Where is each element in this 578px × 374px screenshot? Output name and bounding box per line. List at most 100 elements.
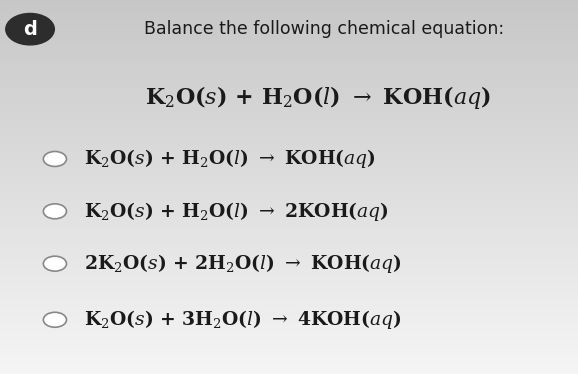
Bar — [0, 333, 578, 334]
Bar — [0, 295, 578, 297]
Bar — [0, 100, 578, 101]
Bar — [0, 237, 578, 238]
Bar — [0, 223, 578, 224]
Bar — [0, 126, 578, 127]
Bar — [0, 255, 578, 257]
Bar — [0, 169, 578, 171]
Bar — [0, 120, 578, 121]
Bar — [0, 264, 578, 266]
Bar — [0, 122, 578, 123]
Bar — [0, 37, 578, 39]
Bar — [0, 280, 578, 282]
Bar — [0, 165, 578, 166]
Bar — [0, 294, 578, 295]
Bar — [0, 367, 578, 368]
Bar — [0, 71, 578, 72]
Bar — [0, 10, 578, 11]
Bar — [0, 317, 578, 318]
Bar — [0, 154, 578, 156]
Bar — [0, 249, 578, 251]
Bar — [0, 329, 578, 330]
Bar — [0, 110, 578, 111]
Bar — [0, 40, 578, 41]
Bar — [0, 266, 578, 267]
Bar — [0, 198, 578, 199]
Bar — [0, 21, 578, 22]
Bar — [0, 190, 578, 191]
Bar — [0, 68, 578, 70]
Bar — [0, 232, 578, 233]
Bar — [0, 91, 578, 92]
Bar — [0, 125, 578, 126]
Bar — [0, 81, 578, 82]
Bar — [0, 289, 578, 291]
Bar — [0, 364, 578, 365]
Bar — [0, 171, 578, 172]
Bar — [0, 74, 578, 75]
Bar — [0, 302, 578, 303]
Bar — [0, 113, 578, 115]
Bar — [0, 356, 578, 358]
Bar — [0, 193, 578, 194]
Bar — [0, 9, 578, 10]
Bar — [0, 322, 578, 323]
Bar — [0, 178, 578, 180]
Bar — [0, 166, 578, 167]
Bar — [0, 314, 578, 315]
Bar — [0, 242, 578, 243]
Bar — [0, 201, 578, 202]
Bar — [0, 277, 578, 278]
Bar — [0, 89, 578, 90]
Bar — [0, 108, 578, 110]
Bar — [0, 327, 578, 328]
Bar — [0, 92, 578, 94]
Bar — [0, 35, 578, 36]
Bar — [0, 87, 578, 89]
Bar — [0, 293, 578, 294]
Bar — [0, 261, 578, 262]
Bar — [0, 76, 578, 77]
Bar — [0, 197, 578, 198]
Bar — [0, 244, 578, 246]
Bar — [0, 27, 578, 29]
Bar — [0, 282, 578, 283]
Bar — [0, 267, 578, 268]
Bar — [0, 25, 578, 26]
Bar — [0, 343, 578, 344]
Bar — [0, 283, 578, 284]
Text: K$_2$O($s$) + H$_2$O($l$) $\rightarrow$ KOH($aq$): K$_2$O($s$) + H$_2$O($l$) $\rightarrow$ … — [84, 147, 376, 171]
Bar — [0, 194, 578, 196]
Bar — [0, 205, 578, 206]
Bar — [0, 192, 578, 193]
Bar — [0, 226, 578, 227]
Bar — [0, 279, 578, 280]
Bar — [0, 310, 578, 312]
Bar — [0, 243, 578, 244]
Bar — [0, 98, 578, 100]
Bar — [0, 135, 578, 136]
Bar — [0, 153, 578, 154]
Bar — [0, 218, 578, 220]
Bar — [0, 335, 578, 337]
Bar — [0, 371, 578, 373]
Bar — [0, 112, 578, 113]
Bar — [0, 269, 578, 270]
Bar — [0, 362, 578, 363]
Bar — [0, 239, 578, 240]
Bar — [0, 369, 578, 370]
Bar — [0, 30, 578, 31]
Bar — [0, 80, 578, 81]
Bar — [0, 188, 578, 190]
Bar — [0, 18, 578, 19]
Bar — [0, 19, 578, 20]
Bar — [0, 1, 578, 3]
Bar — [0, 344, 578, 345]
Bar — [0, 128, 578, 130]
Bar — [0, 137, 578, 138]
Bar — [0, 307, 578, 308]
Bar — [0, 116, 578, 117]
Bar — [0, 313, 578, 314]
Bar — [0, 34, 578, 35]
Bar — [0, 262, 578, 263]
Bar — [0, 276, 578, 277]
